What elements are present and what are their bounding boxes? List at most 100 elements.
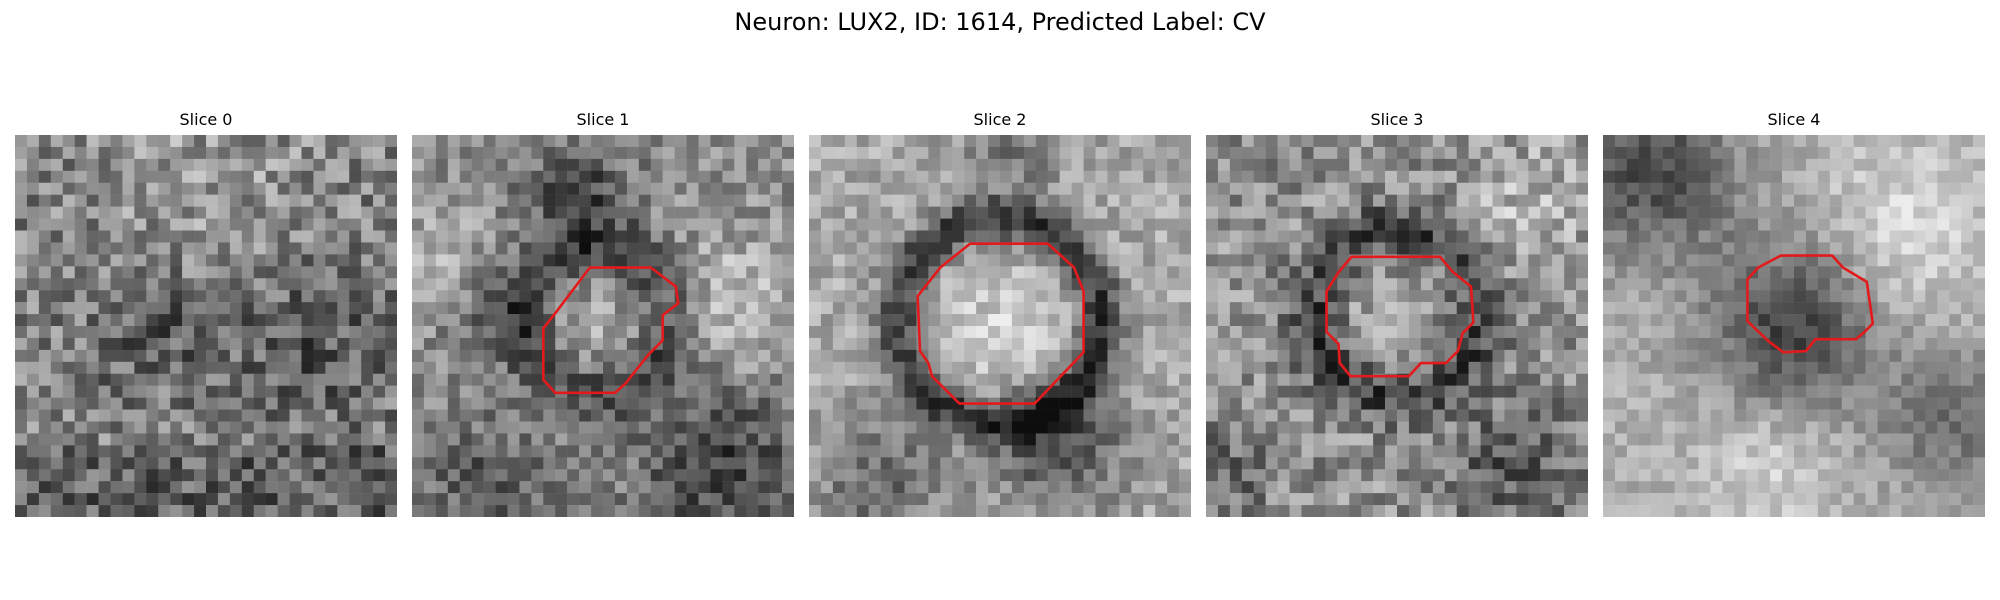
- pixel: [1889, 302, 1902, 315]
- pixel: [313, 302, 326, 315]
- pixel: [591, 421, 604, 434]
- pixel: [1552, 302, 1565, 315]
- pixel: [1576, 445, 1588, 458]
- pixel: [435, 337, 449, 351]
- pixel: [1805, 302, 1819, 315]
- pixel: [1059, 337, 1072, 351]
- pixel: [1023, 361, 1037, 374]
- pixel: [373, 158, 386, 172]
- pixel: [1023, 302, 1037, 315]
- pixel: [650, 397, 663, 410]
- pixel: [1758, 266, 1771, 279]
- pixel: [1217, 182, 1231, 195]
- slice-1-title: Slice 1: [576, 110, 630, 129]
- pixel: [662, 278, 675, 291]
- pixel: [1853, 182, 1866, 195]
- pixel: [134, 135, 147, 148]
- pixel: [1373, 158, 1386, 172]
- pixel: [782, 146, 794, 160]
- pixel: [1000, 218, 1013, 231]
- pixel: [1325, 242, 1338, 255]
- pixel: [313, 182, 326, 195]
- pixel: [614, 337, 628, 351]
- pixel: [1083, 349, 1096, 363]
- pixel: [1397, 158, 1410, 172]
- pixel: [952, 326, 965, 339]
- pixel: [1961, 182, 1974, 195]
- pixel: [459, 278, 472, 291]
- pixel: [1805, 433, 1819, 446]
- pixel: [170, 433, 183, 446]
- pixel: [170, 194, 183, 207]
- pixel: [519, 254, 532, 267]
- pixel: [1229, 182, 1243, 195]
- pixel: [1083, 135, 1096, 148]
- pixel: [122, 230, 135, 243]
- pixel: [1217, 505, 1231, 517]
- pixel: [1361, 158, 1374, 172]
- pixel: [1420, 146, 1434, 160]
- pixel: [1325, 373, 1338, 386]
- pixel: [892, 469, 905, 482]
- pixel: [832, 254, 846, 267]
- pixel: [614, 445, 628, 458]
- pixel: [1253, 337, 1266, 351]
- pixel: [1047, 469, 1060, 482]
- pixel: [1564, 433, 1577, 446]
- pixel: [820, 385, 834, 398]
- pixel: [423, 385, 437, 398]
- pixel: [277, 421, 290, 434]
- pixel: [325, 314, 338, 327]
- pixel: [1528, 158, 1541, 172]
- pixel: [1722, 230, 1735, 243]
- pixel: [1000, 314, 1013, 327]
- pixel: [15, 481, 28, 494]
- pixel: [1961, 421, 1974, 434]
- pixel: [868, 505, 881, 517]
- pixel: [1206, 421, 1219, 434]
- pixel: [447, 290, 460, 303]
- pixel: [1925, 206, 1938, 219]
- pixel: [134, 314, 147, 327]
- pixel: [928, 445, 941, 458]
- pixel: [603, 373, 616, 386]
- pixel: [988, 135, 1001, 148]
- pixel: [217, 349, 231, 363]
- pixel: [289, 242, 302, 255]
- pixel: [686, 290, 699, 303]
- pixel: [194, 170, 207, 183]
- pixel: [1444, 433, 1457, 446]
- pixel: [423, 242, 437, 255]
- pixel: [1047, 493, 1060, 506]
- pixel: [62, 254, 75, 267]
- pixel: [110, 206, 123, 219]
- pixel: [373, 266, 386, 279]
- pixel: [1540, 433, 1553, 446]
- pixel: [1023, 135, 1037, 148]
- pixel: [1253, 254, 1266, 267]
- pixel: [1973, 385, 1985, 398]
- pixel: [650, 206, 663, 219]
- pixel: [50, 457, 63, 470]
- pixel: [206, 457, 219, 470]
- pixel: [1119, 421, 1132, 434]
- pixel: [758, 135, 771, 148]
- pixel: [614, 469, 628, 482]
- pixel: [110, 337, 123, 351]
- pixel: [1480, 349, 1493, 363]
- pixel: [734, 397, 747, 410]
- pixel: [1155, 170, 1168, 183]
- pixel: [1528, 242, 1541, 255]
- pixel: [770, 314, 783, 327]
- pixel: [1770, 206, 1783, 219]
- pixel: [507, 337, 520, 351]
- pixel: [614, 278, 628, 291]
- pixel: [626, 170, 640, 183]
- pixel: [50, 182, 63, 195]
- pixel: [1131, 182, 1144, 195]
- pixel: [868, 146, 881, 160]
- pixel: [1289, 397, 1302, 410]
- pixel: [325, 290, 338, 303]
- pixel: [1444, 445, 1457, 458]
- pixel: [122, 469, 135, 482]
